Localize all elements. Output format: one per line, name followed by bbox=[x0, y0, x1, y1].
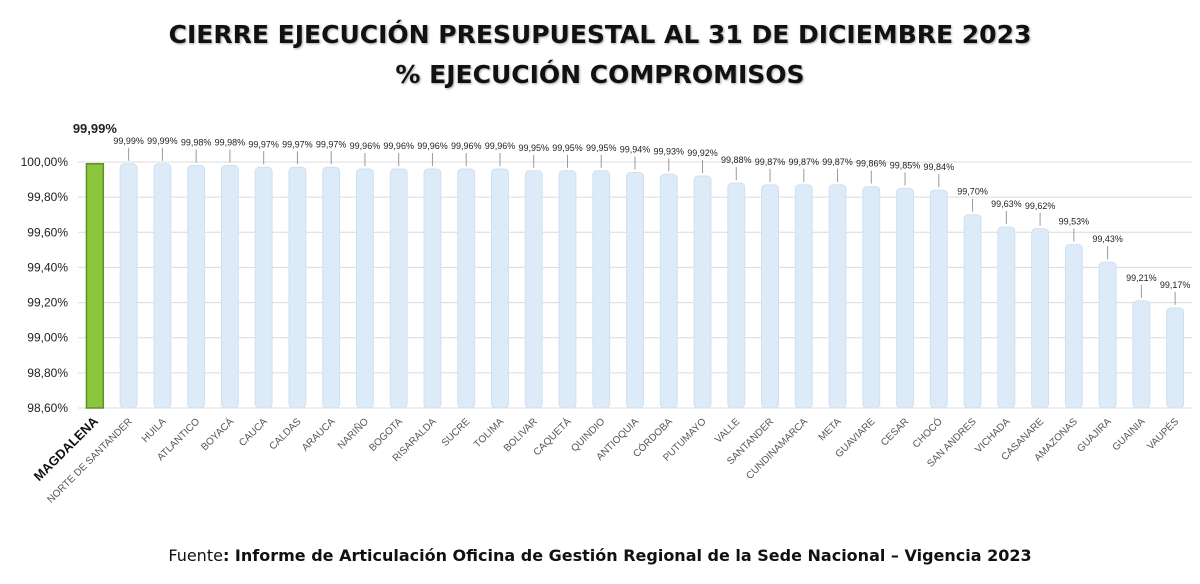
bar bbox=[929, 189, 948, 409]
data-label: 99,95% bbox=[518, 143, 549, 153]
data-label: 99,70% bbox=[957, 187, 988, 197]
data-label: 99,96% bbox=[417, 141, 448, 151]
category-label: CHOCÓ bbox=[909, 415, 945, 451]
category-label: NARIÑO bbox=[334, 415, 371, 452]
bar bbox=[1031, 228, 1050, 409]
bar bbox=[1064, 244, 1083, 409]
data-label: 99,96% bbox=[383, 141, 414, 151]
bar bbox=[761, 184, 779, 409]
bar bbox=[626, 172, 644, 409]
category-label: VAUPÉS bbox=[1144, 415, 1182, 453]
data-label: 99,98% bbox=[215, 138, 246, 148]
y-tick-label: 99,40% bbox=[27, 260, 68, 274]
data-label: 99,99% bbox=[73, 121, 118, 136]
category-label: MAGDALENA bbox=[31, 413, 102, 484]
data-label: 99,97% bbox=[316, 139, 347, 149]
data-label: 99,84% bbox=[924, 162, 955, 172]
bar bbox=[828, 184, 847, 409]
category-label: ARAUCA bbox=[300, 416, 337, 453]
data-label: 99,94% bbox=[620, 145, 651, 155]
data-label: 99,96% bbox=[485, 141, 516, 151]
data-label: 99,87% bbox=[822, 157, 853, 167]
y-tick-label: 99,20% bbox=[27, 296, 68, 310]
bar bbox=[119, 163, 138, 409]
bar bbox=[659, 173, 678, 409]
category-label: CALDAS bbox=[267, 416, 303, 452]
data-label: 99,96% bbox=[451, 141, 482, 151]
y-tick-label: 99,60% bbox=[27, 225, 68, 239]
bar bbox=[220, 165, 239, 409]
bar bbox=[592, 170, 611, 409]
data-label: 99,63% bbox=[991, 199, 1022, 209]
data-label: 99,85% bbox=[890, 160, 921, 170]
bar bbox=[997, 226, 1016, 409]
bar bbox=[794, 184, 813, 409]
data-label: 99,21% bbox=[1126, 273, 1157, 283]
category-label: BOYACÁ bbox=[198, 415, 236, 453]
data-label: 99,43% bbox=[1092, 234, 1123, 244]
data-label: 99,87% bbox=[789, 157, 820, 167]
bar bbox=[389, 168, 408, 409]
data-label: 99,98% bbox=[181, 138, 212, 148]
bar bbox=[254, 166, 273, 409]
bar-highlight bbox=[85, 163, 105, 409]
category-label: VALLE bbox=[713, 416, 743, 446]
bar bbox=[896, 187, 915, 409]
bar bbox=[288, 166, 307, 409]
data-label: 99,95% bbox=[586, 143, 617, 153]
data-label: 99,96% bbox=[350, 141, 381, 151]
data-label: 99,62% bbox=[1025, 201, 1056, 211]
bar-chart: 98,60% 98,80% 99,00% 99,20% 99,40% 99,60% 99,8… bbox=[0, 110, 1200, 550]
data-label: 99,99% bbox=[147, 136, 178, 146]
data-label: 99,93% bbox=[653, 146, 684, 156]
chart-subtitle: % EJECUCIÓN COMPROMISOS bbox=[395, 60, 805, 89]
y-tick-label: 98,60% bbox=[27, 401, 68, 415]
y-tick-label: 99,00% bbox=[27, 331, 68, 345]
bar bbox=[187, 165, 206, 409]
category-label: CUNDINAMARCA bbox=[744, 416, 810, 482]
data-label: 99,87% bbox=[755, 157, 786, 167]
bar bbox=[1166, 307, 1185, 409]
data-label: 99,99% bbox=[113, 136, 144, 146]
data-label: 99,17% bbox=[1160, 280, 1191, 290]
category-label: GUAJIRA bbox=[1075, 416, 1114, 455]
category-label: META bbox=[817, 416, 844, 443]
data-label: 99,86% bbox=[856, 159, 887, 169]
y-tick-label: 98,80% bbox=[27, 366, 68, 380]
category-label: TOLIMA bbox=[472, 416, 506, 450]
bar bbox=[963, 214, 982, 409]
bar bbox=[862, 186, 881, 409]
data-label: 99,97% bbox=[282, 139, 313, 149]
bar bbox=[322, 166, 341, 409]
data-label: 99,53% bbox=[1059, 217, 1090, 227]
y-tick-label: 100,00% bbox=[21, 155, 69, 169]
category-label: CAUCA bbox=[237, 416, 270, 449]
bar-chart-svg: 98,60% 98,80% 99,00% 99,20% 99,40% 99,60% 99,8… bbox=[21, 121, 1192, 506]
chart-title: CIERRE EJECUCIÓN PRESUPUESTAL AL 31 DE D… bbox=[168, 20, 1032, 49]
bar bbox=[423, 168, 442, 409]
bar bbox=[693, 175, 712, 409]
bar bbox=[1098, 261, 1117, 409]
bar bbox=[1132, 300, 1151, 409]
category-label: HUILA bbox=[140, 416, 169, 445]
data-label: 99,92% bbox=[687, 148, 718, 158]
bar bbox=[524, 170, 543, 409]
category-label: GUAINIA bbox=[1111, 416, 1148, 453]
data-label: 99,88% bbox=[721, 155, 752, 165]
bar bbox=[356, 168, 374, 409]
footer-source-text: : Informe de Articulación Oficina de Ges… bbox=[222, 546, 1032, 565]
bar bbox=[457, 168, 476, 409]
bar bbox=[153, 163, 172, 409]
y-tick-label: 99,80% bbox=[27, 190, 68, 204]
footer-source: Fuente: Informe de Articulación Oficina … bbox=[0, 546, 1200, 565]
bar bbox=[727, 182, 746, 409]
footer-prefix: Fuente bbox=[168, 546, 223, 565]
data-label: 99,95% bbox=[552, 143, 583, 153]
bar bbox=[491, 168, 509, 409]
category-label: SUCRE bbox=[440, 416, 473, 449]
category-label: CESAR bbox=[879, 416, 911, 448]
bar bbox=[558, 170, 577, 409]
data-label: 99,97% bbox=[248, 139, 279, 149]
